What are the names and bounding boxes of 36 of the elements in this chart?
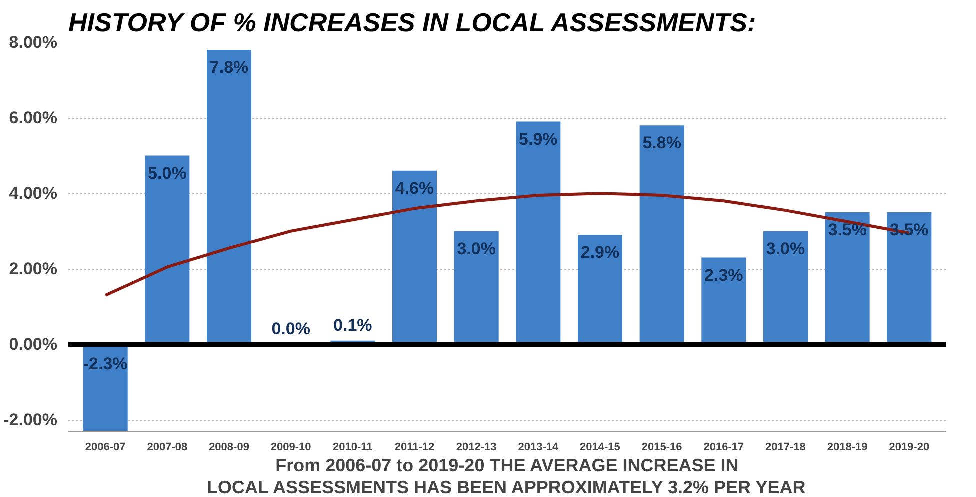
y-tick-label: 4.00% bbox=[9, 184, 58, 204]
y-tick-label: -2.00% bbox=[4, 410, 58, 430]
data-label: -2.3% bbox=[83, 354, 128, 374]
x-tick-label: 2018-19 bbox=[827, 442, 868, 454]
data-label: 0.1% bbox=[334, 316, 372, 335]
x-tick-label: 2019-20 bbox=[889, 442, 930, 454]
x-tick-label: 2011-12 bbox=[394, 442, 435, 454]
x-tick-label: 2017-18 bbox=[766, 442, 806, 454]
y-tick-label: 8.00% bbox=[9, 33, 58, 52]
y-tick-label: 6.00% bbox=[9, 108, 58, 128]
chart-title: HISTORY OF % INCREASES IN LOCAL ASSESSMENTS: bbox=[68, 8, 756, 38]
data-label: 2.9% bbox=[580, 243, 620, 262]
data-label: 5.9% bbox=[519, 130, 558, 149]
y-tick-label: 0.00% bbox=[9, 335, 58, 354]
data-label: 0.0% bbox=[272, 320, 310, 339]
data-label: 3.0% bbox=[457, 239, 496, 258]
x-tick-label: 2015-16 bbox=[642, 442, 682, 454]
x-tick-label: 2009-10 bbox=[270, 442, 312, 454]
x-tick-label: 2010-11 bbox=[333, 442, 373, 454]
x-tick-label: 2014-15 bbox=[580, 442, 620, 454]
data-label: 3.5% bbox=[828, 220, 867, 240]
data-label: 7.8% bbox=[210, 58, 249, 78]
data-label: 5.8% bbox=[642, 134, 682, 153]
x-tick-label: 2012-13 bbox=[456, 442, 497, 454]
data-label: 4.6% bbox=[395, 178, 434, 198]
x-tick-label: 2007-08 bbox=[147, 442, 188, 454]
text: From 2006-07 to 2019-20 THE AVERAGE INCREASE IN LOCAL ASSESSMENTS HAS BEEN APPROXIMATELY 3.2% PER YEAR bbox=[206, 456, 806, 497]
data-label: 3.0% bbox=[766, 239, 806, 258]
x-tick-label: 2016-17 bbox=[704, 442, 744, 454]
x-tick-label: 2013-14 bbox=[518, 442, 560, 454]
y-tick-label: 2.00% bbox=[9, 260, 58, 279]
data-label: 2.3% bbox=[704, 266, 744, 285]
data-label: 5.0% bbox=[148, 164, 187, 183]
data-label: 3.5% bbox=[890, 220, 929, 240]
x-tick-label: 2008-09 bbox=[209, 442, 250, 454]
x-tick-label: 2006-07 bbox=[85, 442, 126, 454]
